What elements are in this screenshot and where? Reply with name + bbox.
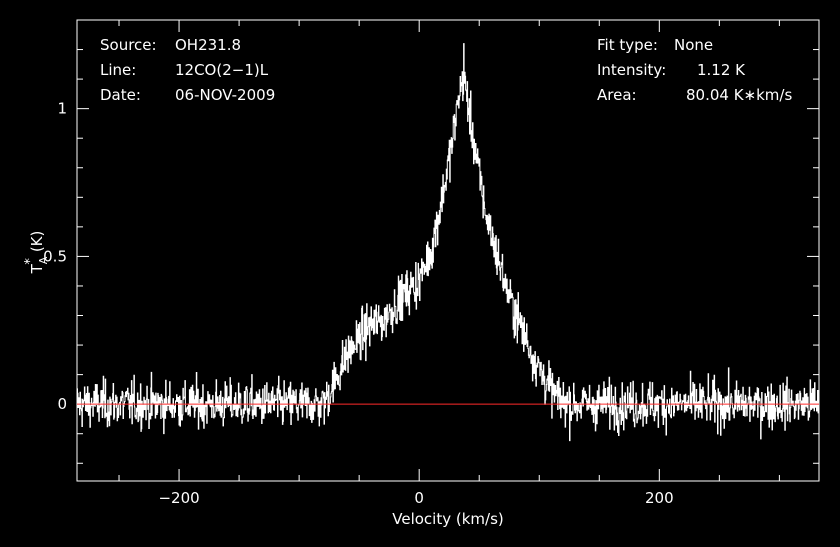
spectrum-trace-group	[77, 43, 820, 442]
x-axis-label: Velocity (km/s)	[392, 510, 503, 528]
axis-tick-labels: −200 0 200 0 0.5 1	[43, 100, 673, 507]
info-line-label: Line:	[100, 61, 136, 79]
info-fit-value: None	[674, 36, 713, 54]
info-intensity-label: Intensity:	[597, 61, 666, 79]
svg-text:TA*(K): TA* (K)	[23, 231, 50, 275]
info-area-value: 80.04 K∗km/s	[686, 86, 792, 104]
y-tick-label: 1	[57, 100, 67, 118]
y-axis-label-sup: *	[23, 258, 38, 265]
info-source-value: OH231.8	[175, 36, 241, 54]
info-line-value: 12CO(2−1)L	[175, 61, 269, 79]
y-tick-label: 0.5	[43, 247, 67, 265]
axis-ticks	[77, 20, 819, 481]
y-axis-label-main: T	[28, 263, 46, 274]
info-source-label: Source:	[100, 36, 157, 54]
y-axis-label-unit: (K)	[28, 231, 46, 253]
y-axis-label: TA* (K)	[23, 231, 50, 275]
info-date-label: Date:	[100, 86, 141, 104]
info-fit-label: Fit type:	[597, 36, 658, 54]
y-axis-label-sub: A	[37, 256, 50, 264]
y-tick-label: 0	[57, 395, 67, 413]
x-tick-label: −200	[158, 489, 199, 507]
plot-frame	[76, 19, 820, 482]
spectrum-trace	[77, 43, 820, 442]
info-intensity-value: 1.12 K	[697, 61, 746, 79]
info-date-value: 06-NOV-2009	[175, 86, 275, 104]
info-area-label: Area:	[597, 86, 637, 104]
x-tick-label: 0	[414, 489, 424, 507]
x-tick-label: 200	[645, 489, 674, 507]
